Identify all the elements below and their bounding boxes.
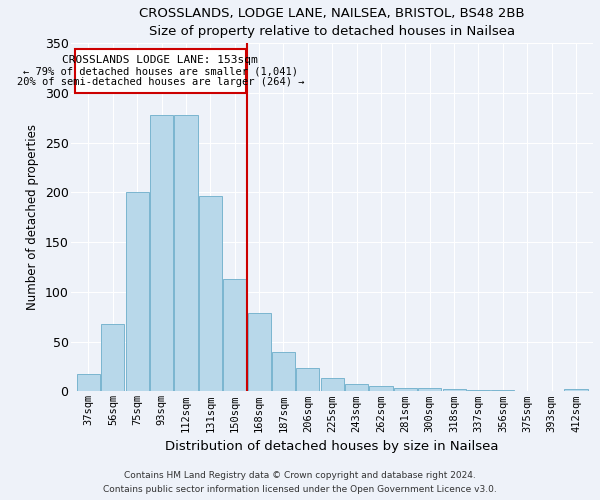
Bar — [320, 378, 344, 392]
Bar — [175, 115, 197, 392]
Text: CROSSLANDS LODGE LANE: 153sqm: CROSSLANDS LODGE LANE: 153sqm — [62, 55, 258, 65]
Bar — [565, 390, 587, 392]
Bar — [125, 192, 149, 392]
X-axis label: Distribution of detached houses by size in Nailsea: Distribution of detached houses by size … — [166, 440, 499, 453]
Bar — [223, 279, 246, 392]
Bar — [272, 352, 295, 392]
Bar — [345, 384, 368, 392]
Bar — [101, 324, 124, 392]
Bar — [77, 374, 100, 392]
Bar — [394, 388, 417, 392]
Text: 20% of semi-detached houses are larger (264) →: 20% of semi-detached houses are larger (… — [17, 77, 304, 87]
Bar — [491, 390, 514, 392]
Bar — [199, 196, 222, 392]
Title: CROSSLANDS, LODGE LANE, NAILSEA, BRISTOL, BS48 2BB
Size of property relative to : CROSSLANDS, LODGE LANE, NAILSEA, BRISTOL… — [139, 7, 525, 38]
Bar — [370, 386, 392, 392]
FancyBboxPatch shape — [75, 49, 245, 93]
Y-axis label: Number of detached properties: Number of detached properties — [26, 124, 39, 310]
Bar — [296, 368, 319, 392]
Text: ← 79% of detached houses are smaller (1,041): ← 79% of detached houses are smaller (1,… — [23, 66, 298, 76]
Bar — [418, 388, 442, 392]
Bar — [467, 390, 490, 392]
Text: Contains HM Land Registry data © Crown copyright and database right 2024.: Contains HM Land Registry data © Crown c… — [124, 472, 476, 480]
Bar — [248, 313, 271, 392]
Text: Contains public sector information licensed under the Open Government Licence v3: Contains public sector information licen… — [103, 484, 497, 494]
Bar — [443, 390, 466, 392]
Bar — [150, 115, 173, 392]
